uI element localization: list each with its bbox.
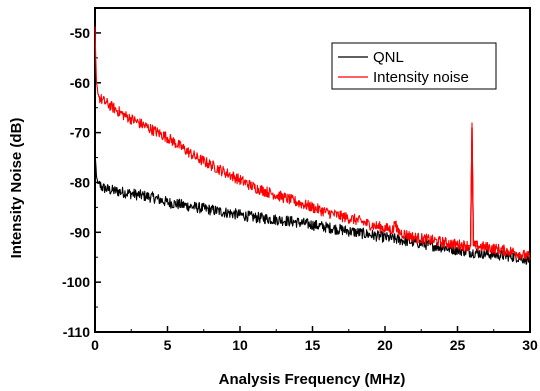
series-spike-intensity-noise [457,127,473,247]
x-tick-label: 15 [305,337,321,353]
legend-box [331,42,497,90]
legend-label-qnl: QNL [373,49,404,66]
x-tick-label: 20 [377,337,393,353]
series-spike-intensity-noise [471,127,487,248]
y-tick-label: -110 [63,324,90,340]
y-tick-label: -100 [62,274,90,290]
x-tick-label: 30 [522,337,538,353]
y-ticks: -110 -100 -90 -80 -70 -60 -50 [62,7,101,340]
legend-label-intensity-noise: Intensity noise [373,69,469,86]
x-tick-label: 25 [450,337,466,353]
series-line-intensity-noise [94,26,531,260]
y-tick-label: -50 [70,25,90,41]
series-layer [94,26,531,265]
legend: QNL Intensity noise [331,42,497,90]
x-axis-title: Analysis Frequency (MHz) [219,371,406,388]
x-tick-label: 0 [91,337,99,353]
y-tick-label: -70 [70,125,90,141]
y-axis-title: Intensity Noise (dB) [8,118,25,259]
series-line-qnl [94,152,531,265]
y-tick-label: -80 [70,174,90,190]
x-tick-label: 10 [232,337,248,353]
y-tick-label: -90 [70,224,90,240]
x-tick-label: 5 [164,337,172,353]
x-ticks: 0 5 10 15 20 25 30 [91,326,538,353]
y-tick-label: -60 [70,75,90,91]
